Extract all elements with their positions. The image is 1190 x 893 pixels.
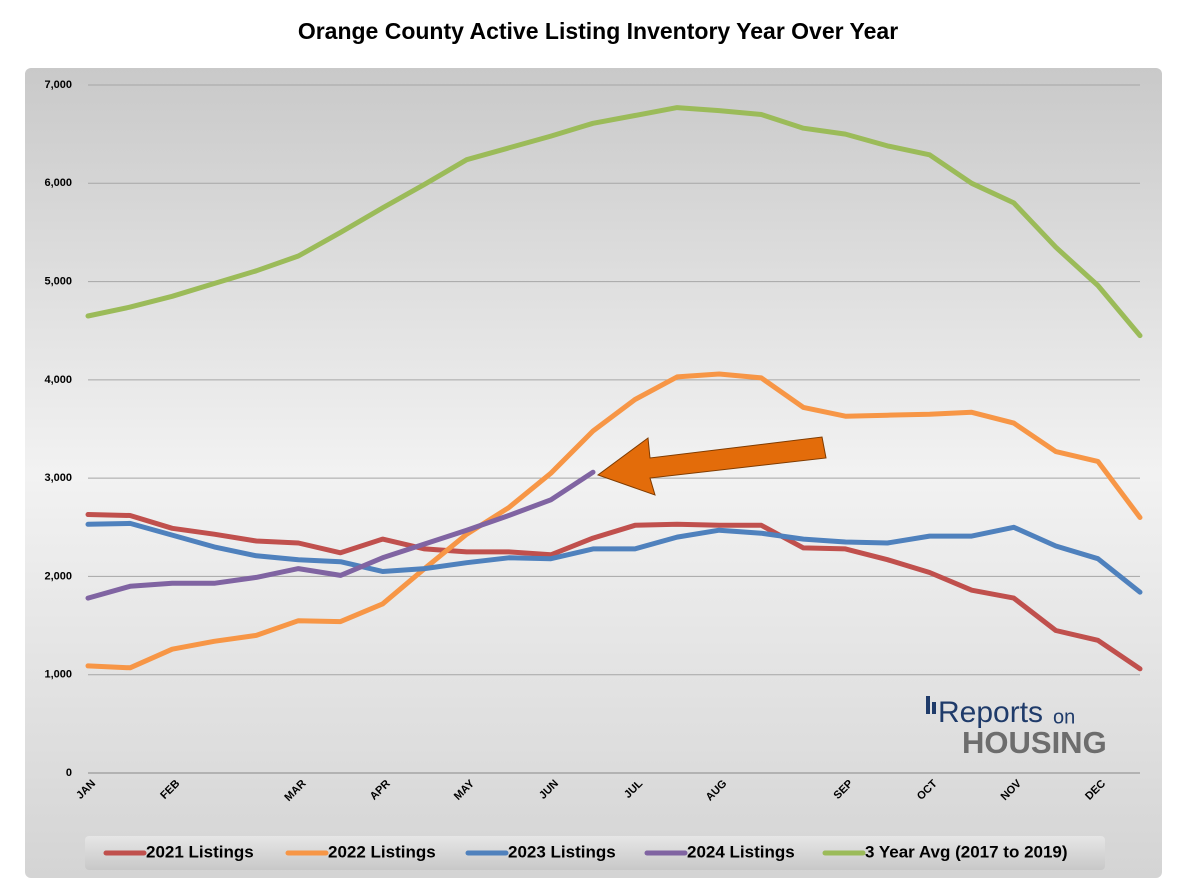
logo-reports: Reports (938, 696, 1043, 729)
logo-on: on (1053, 706, 1075, 728)
series-line (85, 512, 1143, 672)
y-tick-label: 2,000 (44, 570, 72, 582)
y-tick-label: 0 (66, 767, 72, 779)
series-line (85, 105, 1143, 339)
y-tick-label: 6,000 (44, 177, 72, 189)
series-line (85, 469, 596, 601)
y-tick-label: 4,000 (44, 374, 72, 386)
y-tick-label: 1,000 (44, 669, 72, 681)
arrow (596, 436, 827, 496)
y-tick-label: 7,000 (44, 79, 72, 91)
legend-label: 2023 Listings (508, 842, 616, 861)
legend-label: 2021 Listings (146, 842, 254, 861)
legend-label: 2022 Listings (328, 842, 436, 861)
chart-title: Orange County Active Listing Inventory Y… (298, 18, 898, 44)
logo-housing: HOUSING (962, 725, 1107, 760)
legend-label: 3 Year Avg (2017 to 2019) (865, 842, 1068, 861)
y-tick-label: 3,000 (44, 472, 72, 484)
series-line (85, 520, 1143, 595)
logo: Reports on HOUSING (926, 696, 1107, 760)
series-line (85, 371, 1143, 671)
legend-label: 2024 Listings (687, 842, 795, 861)
y-tick-label: 5,000 (44, 275, 72, 287)
legend-box (85, 836, 1105, 870)
